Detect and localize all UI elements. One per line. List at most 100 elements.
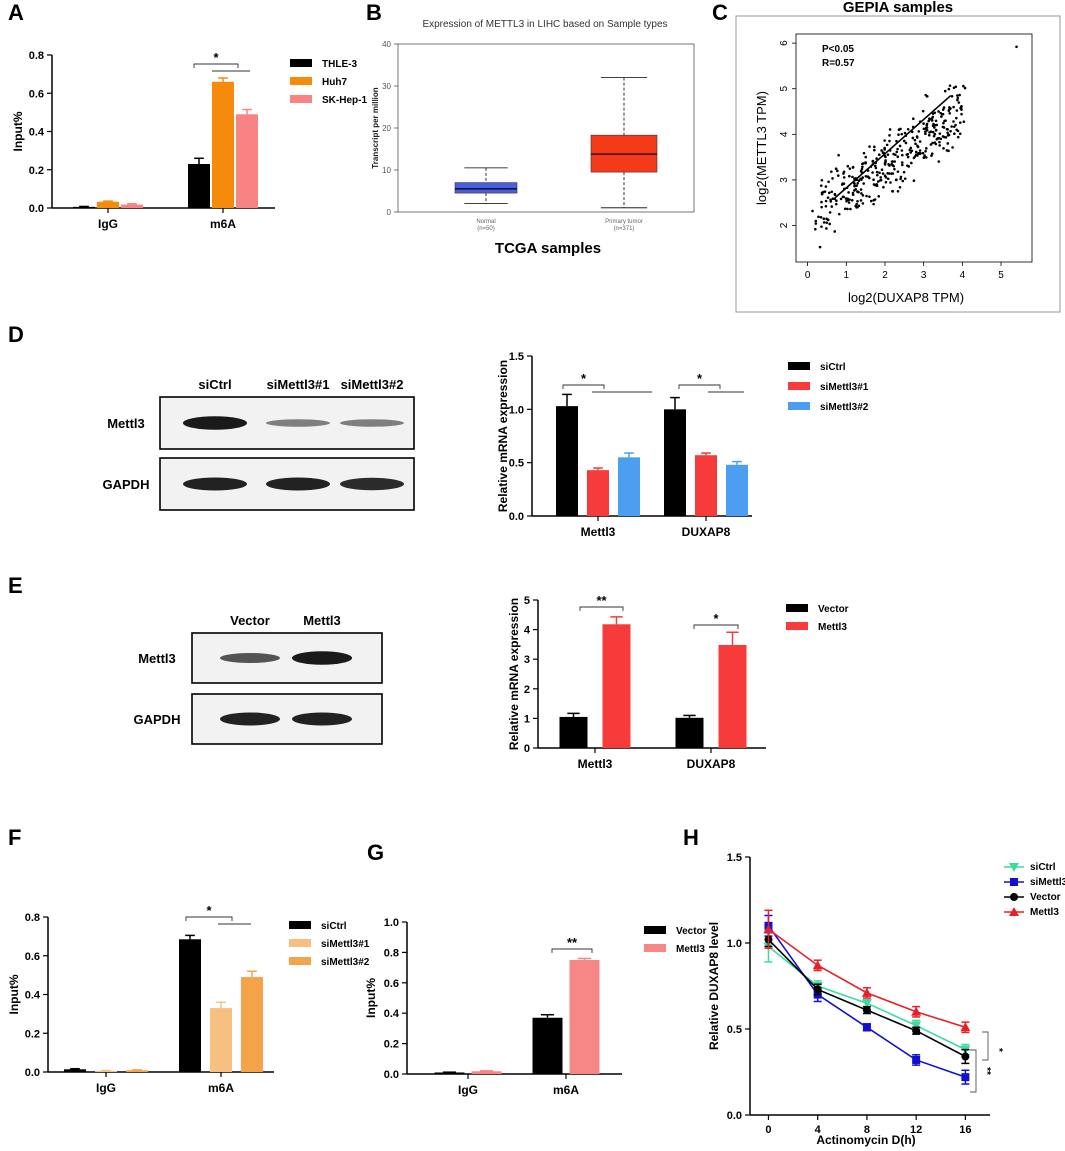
chart-title: Expression of METTL3 in LIHC based on Sa… xyxy=(422,19,667,30)
scatter-point xyxy=(842,176,846,179)
legend-label-Mettl3: Mettl3 xyxy=(818,622,847,633)
bar-siMettl3#1-IgG xyxy=(95,1071,117,1072)
category-label-m6A: m6A xyxy=(553,1083,579,1097)
scatter-point xyxy=(958,132,962,136)
scatter-point xyxy=(881,172,885,175)
scatter-point xyxy=(868,195,871,198)
scatter-point xyxy=(853,189,856,192)
band-GAPDH-Mettl3 xyxy=(292,712,352,726)
scatter-point xyxy=(918,149,922,152)
legend-label-siMettl3#1: siMettl3#1 xyxy=(820,382,869,393)
scatter-point xyxy=(814,219,818,223)
scatter-point xyxy=(925,122,929,126)
category-label-IgG: IgG xyxy=(98,217,118,231)
scatter-point xyxy=(938,140,941,144)
row-label-GAPDH: GAPDH xyxy=(134,712,181,727)
y-tick-label: 0.0 xyxy=(727,1110,742,1122)
scatter-point xyxy=(929,143,933,146)
legend-marker-siCtrl xyxy=(1009,863,1019,872)
scatter-point xyxy=(820,200,823,204)
scatter-point xyxy=(925,128,929,132)
y-tick-label: 3 xyxy=(524,654,530,666)
data-point-Vector xyxy=(813,985,822,994)
scatter-point xyxy=(872,178,875,182)
panel-label-H: H xyxy=(683,825,699,850)
y-tick-label: 10 xyxy=(382,166,391,175)
scatter-point xyxy=(860,192,863,195)
scatter-point xyxy=(934,119,938,123)
scatter-point xyxy=(958,121,962,124)
scatter-point xyxy=(830,170,833,173)
scatter-point xyxy=(930,152,934,155)
scatter-point xyxy=(946,142,950,145)
y-tick-label: 0.0 xyxy=(29,203,44,215)
scatter-point xyxy=(860,178,863,181)
scatter-point xyxy=(873,164,877,168)
scatter-point xyxy=(933,126,936,129)
scatter-point xyxy=(836,169,839,173)
scatter-point xyxy=(847,191,850,194)
scatter-point xyxy=(820,191,824,195)
scatter-point xyxy=(951,146,954,149)
scatter-point xyxy=(833,230,837,233)
legend-swatch-siMettl3#2 xyxy=(788,402,810,410)
scatter-point xyxy=(884,160,887,164)
scatter-point xyxy=(872,202,875,206)
scatter-point xyxy=(943,119,946,123)
scatter-point xyxy=(910,149,914,153)
y-tick-label: 4 xyxy=(524,625,531,637)
y-tick-label: 0.0 xyxy=(384,1069,399,1081)
data-point-siMettl3 xyxy=(912,1055,921,1064)
y-tick-label: 0.6 xyxy=(29,88,44,100)
legend-swatch-siMettl3#2 xyxy=(289,957,311,965)
scatter-point xyxy=(851,175,854,179)
bar-siCtrl-IgG xyxy=(64,1069,86,1072)
scatter-point xyxy=(896,170,900,173)
legend-label-Vector: Vector xyxy=(818,604,849,615)
scatter-point xyxy=(874,166,878,170)
scatter-point xyxy=(962,120,966,124)
data-point-Mettl3 xyxy=(812,960,823,970)
bar-Vector-Mettl3 xyxy=(559,716,588,748)
scatter-point xyxy=(950,125,953,128)
scatter-point xyxy=(861,194,865,197)
x-tick-label: 0 xyxy=(805,270,811,281)
scatter-point xyxy=(931,112,935,115)
scatter-point xyxy=(896,155,900,158)
scatter-point xyxy=(886,153,890,156)
panel-label-C: C xyxy=(712,0,728,25)
legend-marker-Vector xyxy=(1010,893,1018,901)
significance-marker: ** xyxy=(596,593,607,608)
scatter-point xyxy=(914,150,918,154)
scatter-point xyxy=(902,139,906,143)
scatter-point xyxy=(880,168,884,172)
scatter-point xyxy=(916,144,919,148)
scatter-point xyxy=(943,89,947,93)
scatter-point xyxy=(901,179,905,183)
significance-marker: * xyxy=(713,611,719,626)
x-tick-label: 0 xyxy=(765,1124,771,1136)
y-tick-label: 1.5 xyxy=(727,852,742,864)
scatter-point xyxy=(942,106,946,109)
bar-Vector-IgG xyxy=(434,1072,465,1074)
x-tick-label: 2 xyxy=(882,270,888,281)
scatter-point xyxy=(932,134,936,138)
scatter-point xyxy=(955,109,959,112)
legend-marker-siMettl3 xyxy=(1010,878,1018,886)
scatter-point xyxy=(883,139,886,142)
data-point-siCtrl xyxy=(911,1021,922,1031)
bar-siMettl3#1-Mettl3 xyxy=(587,470,609,516)
significance-bracket xyxy=(970,1049,977,1093)
bar-THLE-3-m6A xyxy=(188,164,210,208)
data-point-siMettl3 xyxy=(862,1023,871,1032)
scatter-point xyxy=(871,159,875,163)
scatter-point xyxy=(829,200,833,203)
y-tick-label: 0.4 xyxy=(384,1008,400,1020)
scatter-point xyxy=(910,161,913,165)
significance-marker: ** xyxy=(567,935,578,950)
bar-siMettl3#2-IgG xyxy=(126,1070,148,1072)
scatter-point xyxy=(897,133,900,136)
panel-label-D: D xyxy=(8,322,24,347)
scatter-point xyxy=(933,132,937,136)
